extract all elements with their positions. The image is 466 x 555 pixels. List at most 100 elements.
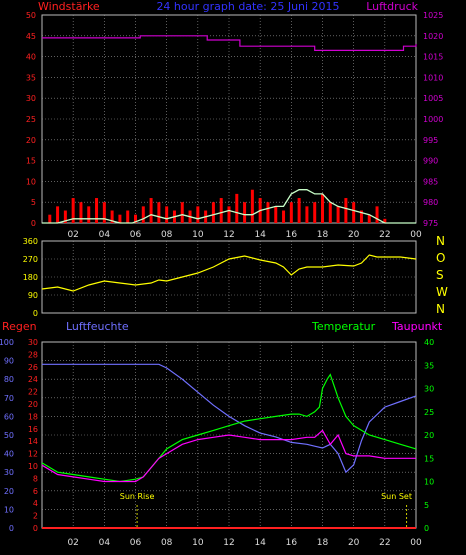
axis-tick-label: 0 [33,309,38,318]
axis-tick-label: 990 [423,157,438,166]
humidity-series [42,363,417,474]
panel3-time-labels: 02 04 06 08 10 12 14 16 18 20 22 00 [67,538,422,548]
panel3-series [41,363,417,529]
sun-annotations: Sun Rise Sun Set [120,492,412,528]
compass-label: W [436,285,448,299]
axis-tick-label: 90 [4,357,14,366]
sun-marker-label: Sun Rise [120,492,155,501]
dewpoint-series [41,429,416,483]
axis-tick-label: 0 [424,524,429,533]
header-right-label: Luftdruck [366,0,418,13]
axis-tick-label: 90 [28,291,38,300]
axis-tick-label: 25 [424,408,434,417]
time-label: 02 [67,538,78,548]
axis-tick-label: 25 [26,115,36,124]
axis-tick-label: 35 [424,361,434,370]
axis-tick-label: 5 [424,501,429,510]
axis-tick-label: 20 [424,431,434,440]
axis-tick-label: 30 [4,468,14,477]
axis-tick-label: 45 [26,32,36,41]
axis-tick-label: 985 [423,177,438,186]
time-label: 04 [99,230,111,240]
axis-tick-label: 40 [4,450,14,459]
time-label: 10 [192,230,204,240]
axis-tick-label: 28 [28,350,38,359]
legend-humidity: Luftfeuchte [66,320,129,333]
axis-tick-label: 40 [424,338,434,347]
time-label: 06 [130,538,142,548]
axis-tick-label: 70 [4,394,14,403]
time-label: 14 [254,230,266,240]
wind-axis-labels: 0 5 10 15 20 25 30 35 40 45 50 [26,11,36,228]
wind-gust-series [42,189,416,224]
temperature-series [41,373,417,483]
header-left-label: Windstärke [38,0,100,13]
axis-tick-label: 30 [26,94,36,103]
axis-tick-label: 5 [31,198,36,207]
time-label: 22 [379,538,390,548]
axis-tick-label: 20 [4,487,14,496]
axis-tick-label: 16 [28,425,38,434]
axis-tick-label: 22 [28,388,38,397]
axis-tick-label: 10 [4,505,14,514]
axis-tick-label: 15 [26,157,36,166]
axis-tick-label: 35 [26,73,36,82]
axis-tick-label: 100 [0,338,14,347]
time-label: 16 [286,230,298,240]
time-label: 20 [348,538,360,548]
time-label: 08 [161,230,173,240]
axis-tick-label: 975 [423,219,438,228]
axis-tick-label: 180 [23,273,38,282]
legend-rain: Regen [2,320,37,333]
time-label: 18 [317,538,329,548]
axis-tick-label: 30 [28,338,38,347]
axis-tick-label: 360 [23,237,38,246]
sun-marker-label: Sun Set [381,492,412,501]
axis-tick-label: 20 [28,400,38,409]
wind-direction-series [41,254,417,292]
axis-tick-label: 24 [28,375,38,384]
time-label: 12 [223,230,234,240]
compass-label: S [436,268,444,282]
axis-tick-label: 15 [424,454,434,463]
axis-tick-label: 4 [33,499,38,508]
axis-tick-label: 30 [424,385,434,394]
axis-tick-label: 26 [28,363,38,372]
axis-tick-label: 1005 [423,94,443,103]
axis-tick-label: 0 [31,219,36,228]
time-label: 14 [254,538,266,548]
axis-tick-label: 995 [423,136,438,145]
legend-temperature: Temperatur [311,320,376,333]
time-label: 12 [223,538,234,548]
time-label: 18 [317,230,329,240]
temperature-axis-labels: 0 5 10 15 20 25 30 35 40 [424,338,434,533]
axis-tick-label: 60 [4,412,14,421]
axis-tick-label: 80 [4,375,14,384]
time-label: 00 [410,230,422,240]
axis-tick-label: 40 [26,53,36,62]
axis-tick-label: 1020 [423,32,443,41]
panel1-series [42,35,417,224]
time-label: 08 [161,538,173,548]
time-label: 04 [99,538,111,548]
time-label: 06 [130,230,142,240]
axis-tick-label: 14 [28,437,38,446]
time-label: 10 [192,538,204,548]
axis-tick-label: 0 [9,524,14,533]
axis-tick-label: 50 [26,11,36,20]
axis-tick-label: 10 [26,177,36,186]
axis-tick-label: 1025 [423,11,443,20]
compass-label: O [436,251,445,265]
axis-tick-label: 1015 [423,53,443,62]
axis-tick-label: 10 [28,462,38,471]
time-label: 20 [348,230,360,240]
compass-label: N [436,302,445,316]
rain-axis-labels: 0 10 20 30 40 50 60 70 80 90 100 [0,338,14,533]
compass-label: N [436,234,445,248]
pressure-series [42,35,417,52]
